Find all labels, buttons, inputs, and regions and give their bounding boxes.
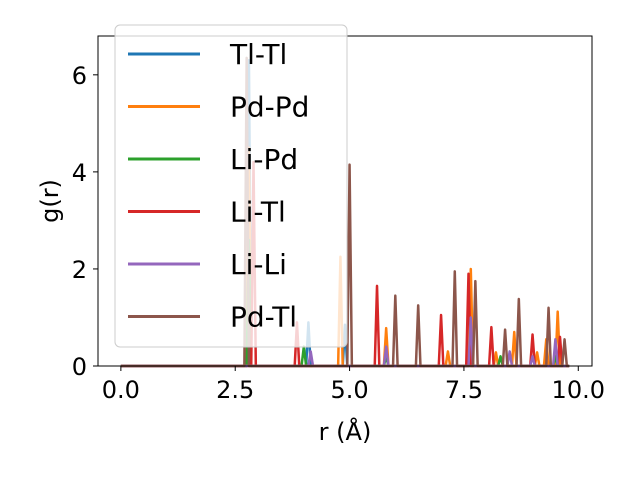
y-axis-ticks: 0 2 4 6: [72, 62, 98, 381]
x-tick-label: 10.0: [552, 376, 605, 404]
x-tick-label: 0.0: [102, 376, 140, 404]
legend-label-pd-tl: Pd-Tl: [230, 301, 297, 334]
legend-label-li-tl: Li-Tl: [230, 196, 286, 229]
x-axis-label: r (Å): [319, 417, 372, 446]
legend-label-tl-tl: Tl-Tl: [229, 38, 287, 71]
x-tick-label: 5.0: [330, 376, 368, 404]
legend: Tl-Tl Pd-Pd Li-Pd Li-Tl Li-Li Pd-Tl: [114, 24, 348, 348]
y-axis-label: g(r): [36, 179, 64, 223]
legend-box: [114, 24, 348, 348]
x-tick-label: 2.5: [216, 376, 254, 404]
legend-entries: Tl-Tl Pd-Pd Li-Pd Li-Tl Li-Li Pd-Tl: [128, 38, 309, 334]
legend-label-li-pd: Li-Pd: [230, 143, 298, 176]
legend-label-li-li: Li-Li: [230, 248, 287, 281]
legend-label-pd-pd: Pd-Pd: [230, 91, 309, 124]
y-tick-label: 4: [72, 159, 87, 187]
x-tick-label: 7.5: [445, 376, 483, 404]
y-tick-label: 6: [72, 62, 87, 90]
x-axis-ticks: 0.0 2.5 5.0 7.5 10.0: [102, 366, 605, 404]
y-tick-label: 2: [72, 256, 87, 284]
y-tick-label: 0: [72, 353, 87, 381]
